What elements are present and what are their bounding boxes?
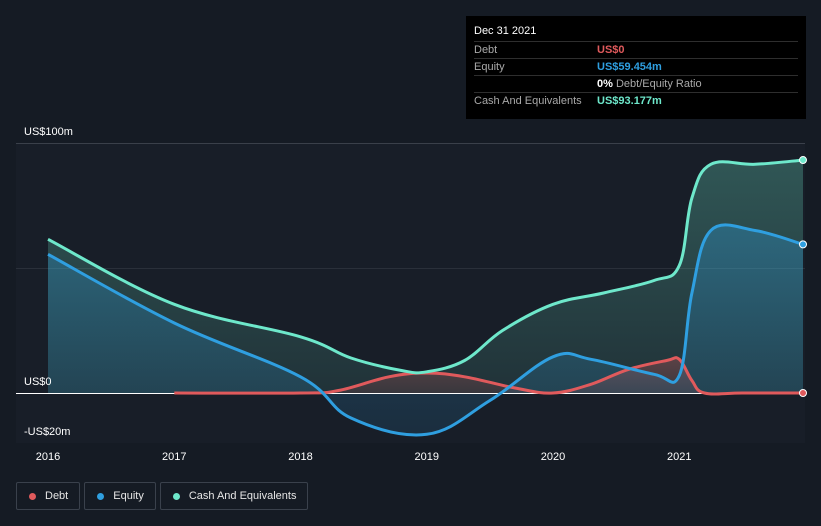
debt-dot-icon xyxy=(29,492,36,500)
x-tick-label: 2018 xyxy=(288,451,312,463)
tooltip-row-ratio: 0% Debt/Equity Ratio xyxy=(474,75,798,91)
debt-area xyxy=(174,357,804,395)
legend-cash-label: Cash And Equivalents xyxy=(188,490,297,502)
x-axis-labels: 2016 2017 2018 2019 2020 2021 xyxy=(36,451,692,463)
cash-dot-icon xyxy=(172,492,180,500)
tooltip: Dec 31 2021 Debt US$0 Equity US$59.454m … xyxy=(466,16,806,119)
tooltip-equity-label: Equity xyxy=(474,61,505,73)
y-tick-label: US$100m xyxy=(24,126,73,138)
y-tick-label: US$0 xyxy=(24,376,52,388)
cash-area xyxy=(48,160,803,393)
legend-equity-label: Equity xyxy=(113,490,144,502)
tooltip-row-cash: Cash And Equivalents US$93.177m xyxy=(474,92,798,108)
legend-item-debt[interactable]: Debt xyxy=(16,482,81,510)
debt-end-marker[interactable] xyxy=(799,389,807,397)
tooltip-ratio-label: Debt/Equity Ratio xyxy=(615,78,702,90)
x-tick-label: 2020 xyxy=(541,451,565,463)
tooltip-row-equity: Equity US$59.454m xyxy=(474,58,798,74)
tooltip-row-debt: Debt US$0 xyxy=(474,41,798,57)
tooltip-debt-value: US$0 xyxy=(597,44,625,56)
tooltip-date: Dec 31 2021 xyxy=(474,25,537,37)
x-tick-label: 2016 xyxy=(36,451,60,463)
tooltip-cash-label: Cash And Equivalents xyxy=(474,95,582,107)
debt-line[interactable] xyxy=(174,356,803,396)
legend-item-cash[interactable]: Cash And Equivalents xyxy=(159,482,309,510)
legend-debt-label: Debt xyxy=(45,490,69,502)
tooltip-debt-label: Debt xyxy=(474,44,498,56)
cash-line[interactable] xyxy=(47,158,804,375)
legend: Debt Equity Cash And Equivalents xyxy=(16,482,309,510)
cash-end-marker[interactable] xyxy=(799,156,807,165)
equity-line[interactable] xyxy=(47,223,804,437)
legend-item-equity[interactable]: Equity xyxy=(84,482,156,510)
equity-dot-icon xyxy=(97,492,105,500)
equity-end-marker[interactable] xyxy=(799,240,807,249)
x-tick-label: 2021 xyxy=(667,451,691,463)
x-tick-label: 2017 xyxy=(162,451,186,463)
tooltip-equity-value: US$59.454m xyxy=(597,61,662,73)
x-tick-label: 2019 xyxy=(415,451,439,463)
tooltip-ratio-value: 0% xyxy=(597,78,613,90)
tooltip-cash-value: US$93.177m xyxy=(597,95,662,107)
y-tick-label: -US$20m xyxy=(24,426,70,438)
tooltip-ratio: 0% Debt/Equity Ratio xyxy=(597,76,702,92)
